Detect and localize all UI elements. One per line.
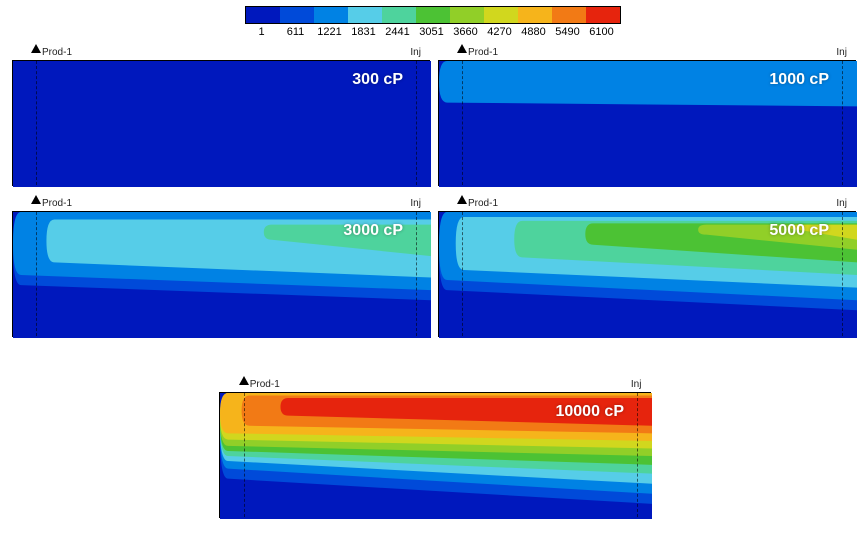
colorbar-segment xyxy=(314,7,348,23)
simulation-panel-p3000: 3000 cPProd-1Inj xyxy=(12,211,430,337)
injection-well-line xyxy=(842,61,843,185)
colorbar-tick: 3051 xyxy=(415,26,449,38)
production-well-line xyxy=(36,212,37,336)
colorbar-segment xyxy=(450,7,484,23)
production-well-arrow-icon xyxy=(239,376,249,385)
colorbar-segment xyxy=(586,7,620,23)
colorbar-segment xyxy=(416,7,450,23)
field-heatmap xyxy=(13,61,431,187)
colorbar-gradient xyxy=(245,6,621,24)
simulation-panel-p300: 300 cPProd-1Inj xyxy=(12,60,430,186)
production-well-arrow-icon xyxy=(31,195,41,204)
colorbar-segment xyxy=(552,7,586,23)
colorbar-tick: 1221 xyxy=(313,26,347,38)
field-heatmap xyxy=(220,393,652,519)
field-heatmap xyxy=(439,212,857,338)
colorbar-tick: 611 xyxy=(279,26,313,38)
colorbar-tick: 1 xyxy=(245,26,279,38)
colorbar: 1611122118312441305136604270488054906100 xyxy=(245,6,621,38)
production-well-arrow-icon xyxy=(457,195,467,204)
colorbar-tick: 2441 xyxy=(381,26,415,38)
simulation-panel-p1000: 1000 cPProd-1Inj xyxy=(438,60,856,186)
injection-well-line xyxy=(416,61,417,185)
injection-well-label: Inj xyxy=(410,47,421,58)
colorbar-tick: 3660 xyxy=(449,26,483,38)
production-well-label: Prod-1 xyxy=(468,47,498,58)
injection-well-line xyxy=(637,393,638,517)
injection-well-label: Inj xyxy=(631,379,642,390)
production-well-line xyxy=(244,393,245,517)
injection-well-label: Inj xyxy=(836,198,847,209)
production-well-arrow-icon xyxy=(457,44,467,53)
injection-well-line xyxy=(416,212,417,336)
production-well-line xyxy=(36,61,37,185)
colorbar-tick: 4270 xyxy=(483,26,517,38)
production-well-arrow-icon xyxy=(31,44,41,53)
colorbar-tick: 4880 xyxy=(517,26,551,38)
simulation-panel-p10000: 10000 cPProd-1Inj xyxy=(219,392,651,518)
production-well-label: Prod-1 xyxy=(42,198,72,209)
colorbar-segment xyxy=(382,7,416,23)
colorbar-segment xyxy=(280,7,314,23)
injection-well-label: Inj xyxy=(836,47,847,58)
colorbar-tick: 5490 xyxy=(551,26,585,38)
colorbar-tick-labels: 1611122118312441305136604270488054906100 xyxy=(245,26,621,38)
injection-well-line xyxy=(842,212,843,336)
colorbar-segment xyxy=(484,7,518,23)
colorbar-tick: 6100 xyxy=(585,26,619,38)
colorbar-segment xyxy=(246,7,280,23)
production-well-label: Prod-1 xyxy=(468,198,498,209)
colorbar-segment xyxy=(518,7,552,23)
production-well-label: Prod-1 xyxy=(250,379,280,390)
colorbar-tick: 1831 xyxy=(347,26,381,38)
production-well-label: Prod-1 xyxy=(42,47,72,58)
production-well-line xyxy=(462,61,463,185)
colorbar-segment xyxy=(348,7,382,23)
field-heatmap xyxy=(439,61,857,187)
field-heatmap xyxy=(13,212,431,338)
production-well-line xyxy=(462,212,463,336)
simulation-panel-p5000: 5000 cPProd-1Inj xyxy=(438,211,856,337)
injection-well-label: Inj xyxy=(410,198,421,209)
